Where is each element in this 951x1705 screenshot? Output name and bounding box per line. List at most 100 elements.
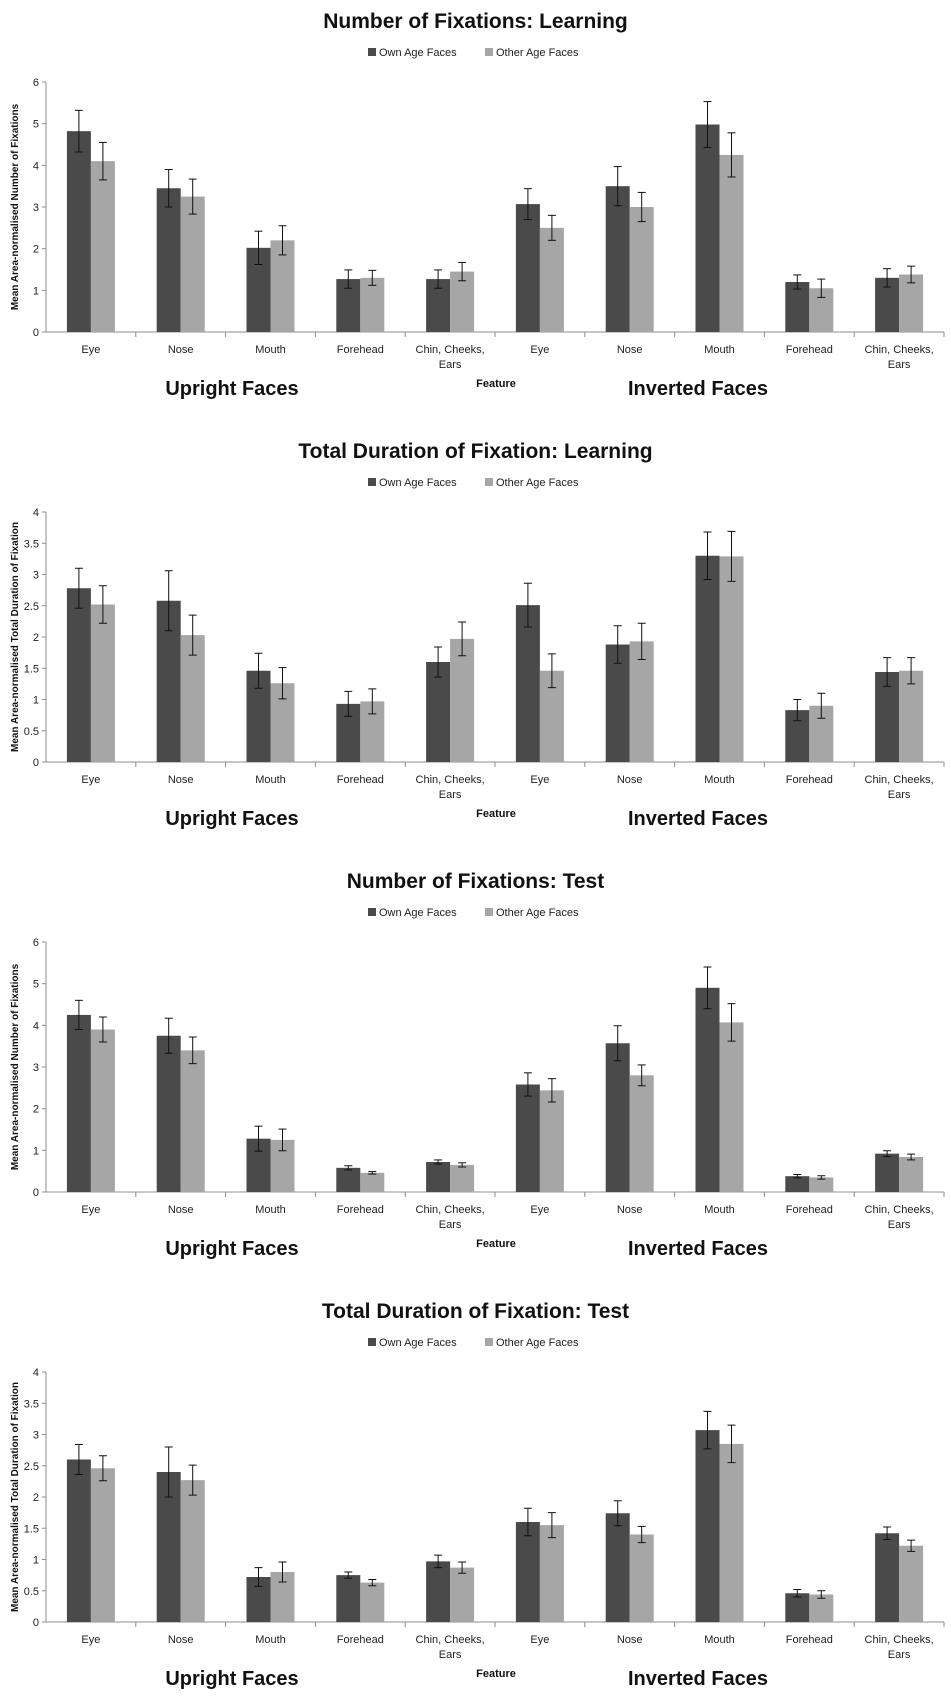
legend: Own Age Faces Other Age Faces	[368, 907, 579, 919]
bar-own	[695, 1430, 720, 1622]
y-tick-label: 1	[33, 1555, 39, 1567]
x-tick-label: Chin, Cheeks, Ears	[865, 774, 934, 801]
y-tick-label: 1	[33, 285, 39, 297]
bar-own	[515, 204, 540, 332]
y-tick-label: 4	[33, 160, 39, 172]
x-tick-label: Chin, Cheeks, Ears	[416, 1634, 485, 1661]
legend-swatch-own	[368, 908, 376, 916]
bar-own	[875, 1533, 900, 1622]
x-tick-label: Chin, Cheeks, Ears	[865, 344, 934, 371]
y-tick-label: 1.5	[24, 663, 39, 675]
bar-own	[336, 1575, 361, 1622]
bar-other	[629, 207, 654, 332]
bar-own	[785, 282, 810, 332]
bar-own	[605, 186, 630, 332]
y-tick-label: 5	[33, 119, 39, 131]
bar-other	[719, 1443, 744, 1622]
chart-panel: Total Duration of Fixation: Learning Own …	[0, 430, 951, 845]
y-tick-label: 0.5	[24, 1586, 39, 1598]
legend: Own Age Faces Other Age Faces	[368, 477, 579, 489]
x-tick-label: Mouth	[704, 1204, 735, 1216]
legend: Own Age Faces Other Age Faces	[368, 1337, 579, 1349]
x-tick-label: Eye	[530, 774, 549, 786]
bar-own	[66, 588, 91, 762]
x-tick-label: Nose	[617, 1204, 643, 1216]
legend-label-other: Other Age Faces	[496, 47, 579, 59]
x-axis-label: Feature	[476, 1668, 516, 1680]
bar-other	[180, 196, 205, 332]
chart-panel: Number of Fixations: Learning Own Age Fac…	[0, 0, 951, 415]
y-tick-label: 4	[33, 507, 39, 519]
x-tick-label: Chin, Cheeks, Ears	[865, 1204, 934, 1231]
x-tick-label: Forehead	[337, 344, 384, 356]
chart-title: Total Duration of Fixation: Test	[322, 1300, 629, 1323]
bar-other	[539, 1525, 564, 1622]
chart-title: Number of Fixations: Test	[347, 870, 604, 893]
legend-label-own: Own Age Faces	[379, 477, 457, 489]
bar-own	[785, 1593, 810, 1622]
bar-other	[539, 227, 564, 332]
bar-own	[605, 1513, 630, 1622]
group-label-inverted: Inverted Faces	[628, 808, 768, 830]
bar-other	[180, 1050, 205, 1192]
x-tick-label: Chin, Cheeks, Ears	[865, 1634, 934, 1661]
y-tick-label: 1	[33, 1145, 39, 1157]
x-tick-label: Nose	[168, 1634, 194, 1646]
bar-own	[156, 188, 181, 332]
y-tick-label: 0	[33, 327, 39, 339]
bar-own	[605, 1043, 630, 1192]
bar-own	[66, 1459, 91, 1622]
y-tick-label: 0	[33, 1187, 39, 1199]
group-label-upright: Upright Faces	[165, 1668, 298, 1690]
bar-other	[719, 1022, 744, 1192]
y-tick-label: 2	[33, 1104, 39, 1116]
y-axis-label: Mean Area-normalised Number of Fixations	[10, 103, 21, 310]
x-tick-label: Chin, Cheeks, Ears	[416, 1204, 485, 1231]
bar-other	[899, 670, 924, 762]
x-tick-label: Eye	[530, 344, 549, 356]
bar-own	[156, 1035, 181, 1192]
y-tick-label: 2	[33, 632, 39, 644]
bar-other	[719, 154, 744, 332]
y-tick-label: 6	[33, 77, 39, 89]
legend-swatch-own	[368, 478, 376, 486]
bar-chart: Total Duration of Fixation: Test Own Age …	[10, 1300, 945, 1690]
bar-other	[90, 161, 115, 332]
x-axis-label: Feature	[476, 1238, 516, 1250]
x-tick-label: Eye	[81, 1204, 100, 1216]
group-label-upright: Upright Faces	[165, 1238, 298, 1260]
x-tick-label: Mouth	[255, 344, 286, 356]
x-tick-label: Eye	[530, 1204, 549, 1216]
legend-swatch-other	[485, 1338, 493, 1346]
bar-other	[809, 1177, 834, 1192]
legend-swatch-other	[485, 908, 493, 916]
x-tick-label: Forehead	[786, 344, 833, 356]
x-tick-label: Eye	[81, 1634, 100, 1646]
x-tick-label: Mouth	[704, 774, 735, 786]
group-label-inverted: Inverted Faces	[628, 1238, 768, 1260]
x-tick-label: Nose	[617, 774, 643, 786]
bar-own	[426, 1561, 451, 1622]
bar-own	[66, 1014, 91, 1192]
y-tick-label: 3	[33, 1062, 39, 1074]
chart-panel: Number of Fixations: Test Own Age Faces Ot…	[0, 860, 951, 1275]
y-tick-label: 6	[33, 937, 39, 949]
x-tick-label: Forehead	[786, 774, 833, 786]
legend-label-other: Other Age Faces	[496, 907, 579, 919]
y-tick-label: 0	[33, 1617, 39, 1629]
chart-title: Total Duration of Fixation: Learning	[298, 440, 652, 463]
y-tick-label: 4	[33, 1367, 39, 1379]
x-tick-label: Forehead	[786, 1204, 833, 1216]
x-tick-label: Forehead	[337, 774, 384, 786]
y-tick-label: 1.5	[24, 1523, 39, 1535]
legend-swatch-own	[368, 1338, 376, 1346]
x-tick-label: Mouth	[704, 1634, 735, 1646]
y-tick-label: 2.5	[24, 1461, 39, 1473]
legend-swatch-other	[485, 478, 493, 486]
y-tick-label: 2.5	[24, 601, 39, 613]
bar-own	[875, 672, 900, 762]
y-tick-label: 3.5	[24, 1398, 39, 1410]
bar-own	[785, 1176, 810, 1192]
x-axis-label: Feature	[476, 378, 516, 390]
group-label-upright: Upright Faces	[165, 378, 298, 400]
